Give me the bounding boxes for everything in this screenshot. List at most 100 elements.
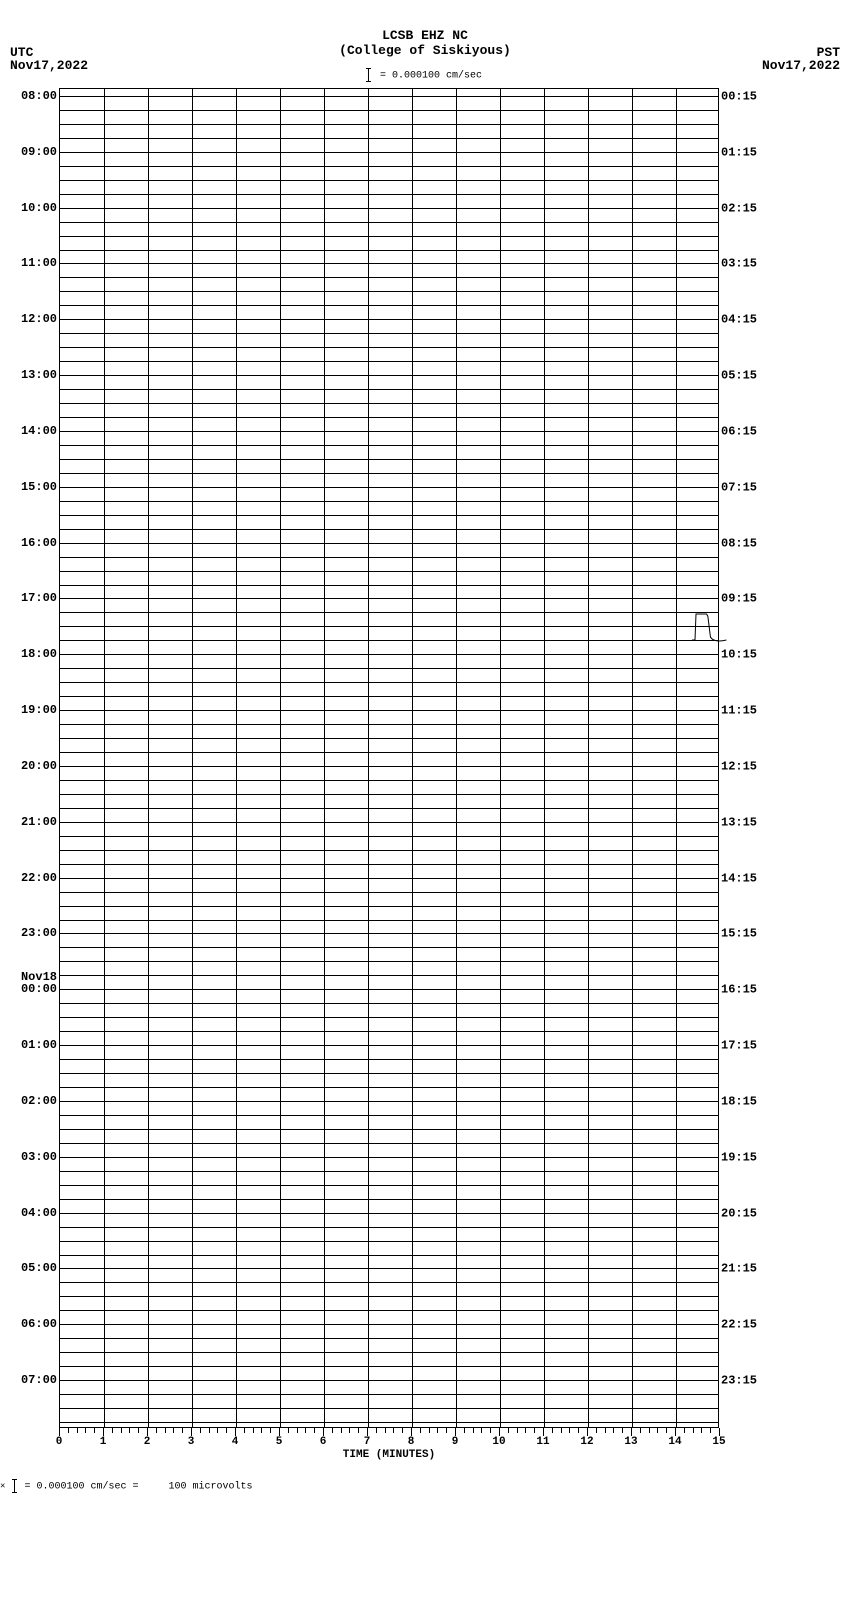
- x-tick-minor: [684, 1428, 685, 1433]
- utc-time-label: 07:00: [21, 1374, 57, 1386]
- trace-line: [60, 808, 718, 809]
- vertical-gridline: [280, 89, 281, 1427]
- x-tick-major: [59, 1428, 60, 1436]
- x-tick-major: [323, 1428, 324, 1436]
- footer-text-right: 100 microvolts: [168, 1482, 252, 1493]
- x-tick-minor: [358, 1428, 359, 1433]
- x-tick-major: [675, 1428, 676, 1436]
- trace-line: [60, 1213, 718, 1214]
- pst-time-label: 09:15: [721, 593, 757, 605]
- station-title: LCSB EHZ NC: [0, 28, 850, 43]
- trace-line: [60, 1171, 718, 1172]
- location-title: (College of Siskiyous): [0, 43, 850, 58]
- utc-time-label: 21:00: [21, 816, 57, 828]
- trace-line: [60, 459, 718, 460]
- pst-time-label: 14:15: [721, 872, 757, 884]
- x-tick-minor: [305, 1428, 306, 1433]
- trace-line: [60, 1087, 718, 1088]
- x-tick-major: [147, 1428, 148, 1436]
- x-tick-minor: [165, 1428, 166, 1433]
- x-tick-minor: [701, 1428, 702, 1433]
- vertical-gridline: [236, 89, 237, 1427]
- trace-line: [60, 250, 718, 251]
- x-tick-minor: [420, 1428, 421, 1433]
- pst-time-label: 22:15: [721, 1319, 757, 1331]
- x-tick-major: [235, 1428, 236, 1436]
- vertical-gridline: [632, 89, 633, 1427]
- vertical-gridline: [676, 89, 677, 1427]
- pst-time-label: 01:15: [721, 146, 757, 158]
- x-tick-minor: [173, 1428, 174, 1433]
- trace-line: [60, 1227, 718, 1228]
- trace-line: [60, 1115, 718, 1116]
- x-tick-label: 6: [320, 1436, 327, 1448]
- utc-time-label: 16:00: [21, 537, 57, 549]
- trace-line: [60, 515, 718, 516]
- trace-line: [60, 557, 718, 558]
- x-tick-minor: [596, 1428, 597, 1433]
- x-tick-major: [543, 1428, 544, 1436]
- trace-line: [60, 1199, 718, 1200]
- pst-time-label: 17:15: [721, 1040, 757, 1052]
- x-tick-minor: [525, 1428, 526, 1433]
- vertical-gridline: [412, 89, 413, 1427]
- vertical-gridline: [324, 89, 325, 1427]
- trace-line: [60, 1143, 718, 1144]
- pst-time-label: 19:15: [721, 1151, 757, 1163]
- x-tick-major: [499, 1428, 500, 1436]
- x-tick-minor: [534, 1428, 535, 1433]
- x-tick-minor: [94, 1428, 95, 1433]
- x-tick-major: [367, 1428, 368, 1436]
- x-tick-major: [455, 1428, 456, 1436]
- utc-time-label: 10:00: [21, 202, 57, 214]
- trace-line: [60, 138, 718, 139]
- vertical-gridline: [148, 89, 149, 1427]
- x-tick-minor: [156, 1428, 157, 1433]
- x-tick-minor: [552, 1428, 553, 1433]
- x-tick-label: 11: [536, 1436, 549, 1448]
- vertical-gridline: [500, 89, 501, 1427]
- pst-time-label: 18:15: [721, 1096, 757, 1108]
- pst-time-label: 08:15: [721, 537, 757, 549]
- x-tick-minor: [261, 1428, 262, 1433]
- trace-line: [60, 487, 718, 488]
- trace-line: [60, 347, 718, 348]
- x-tick-minor: [429, 1428, 430, 1433]
- vertical-gridline: [192, 89, 193, 1427]
- utc-time-label: 23:00: [21, 927, 57, 939]
- x-tick-minor: [402, 1428, 403, 1433]
- trace-line: [60, 975, 718, 976]
- trace-line: [60, 431, 718, 432]
- trace-line: [60, 766, 718, 767]
- vertical-gridline: [104, 89, 105, 1427]
- scale-text: = 0.000100 cm/sec: [380, 71, 482, 82]
- trace-line: [60, 389, 718, 390]
- trace-line: [60, 668, 718, 669]
- vertical-gridline: [456, 89, 457, 1427]
- x-tick-minor: [473, 1428, 474, 1433]
- x-axis: TIME (MINUTES) 0123456789101112131415: [59, 1428, 719, 1468]
- trace-line: [60, 1255, 718, 1256]
- x-tick-major: [411, 1428, 412, 1436]
- pst-time-label: 00:15: [721, 91, 757, 103]
- x-tick-minor: [657, 1428, 658, 1433]
- x-tick-minor: [569, 1428, 570, 1433]
- trace-line: [60, 920, 718, 921]
- trace-line: [60, 571, 718, 572]
- footer-text-left: = 0.000100 cm/sec =: [24, 1482, 138, 1493]
- trace-line: [60, 1185, 718, 1186]
- trace-line: [60, 403, 718, 404]
- trace-line: [60, 277, 718, 278]
- x-tick-minor: [666, 1428, 667, 1433]
- trace-line: [60, 892, 718, 893]
- scale-bar-icon: [368, 68, 369, 82]
- x-tick-label: 5: [276, 1436, 283, 1448]
- x-tick-label: 12: [580, 1436, 593, 1448]
- trace-line: [60, 850, 718, 851]
- utc-time-label: 11:00: [21, 257, 57, 269]
- x-tick-minor: [209, 1428, 210, 1433]
- trace-line: [60, 794, 718, 795]
- x-tick-minor: [393, 1428, 394, 1433]
- trace-line: [60, 1366, 718, 1367]
- trace-line: [60, 1268, 718, 1269]
